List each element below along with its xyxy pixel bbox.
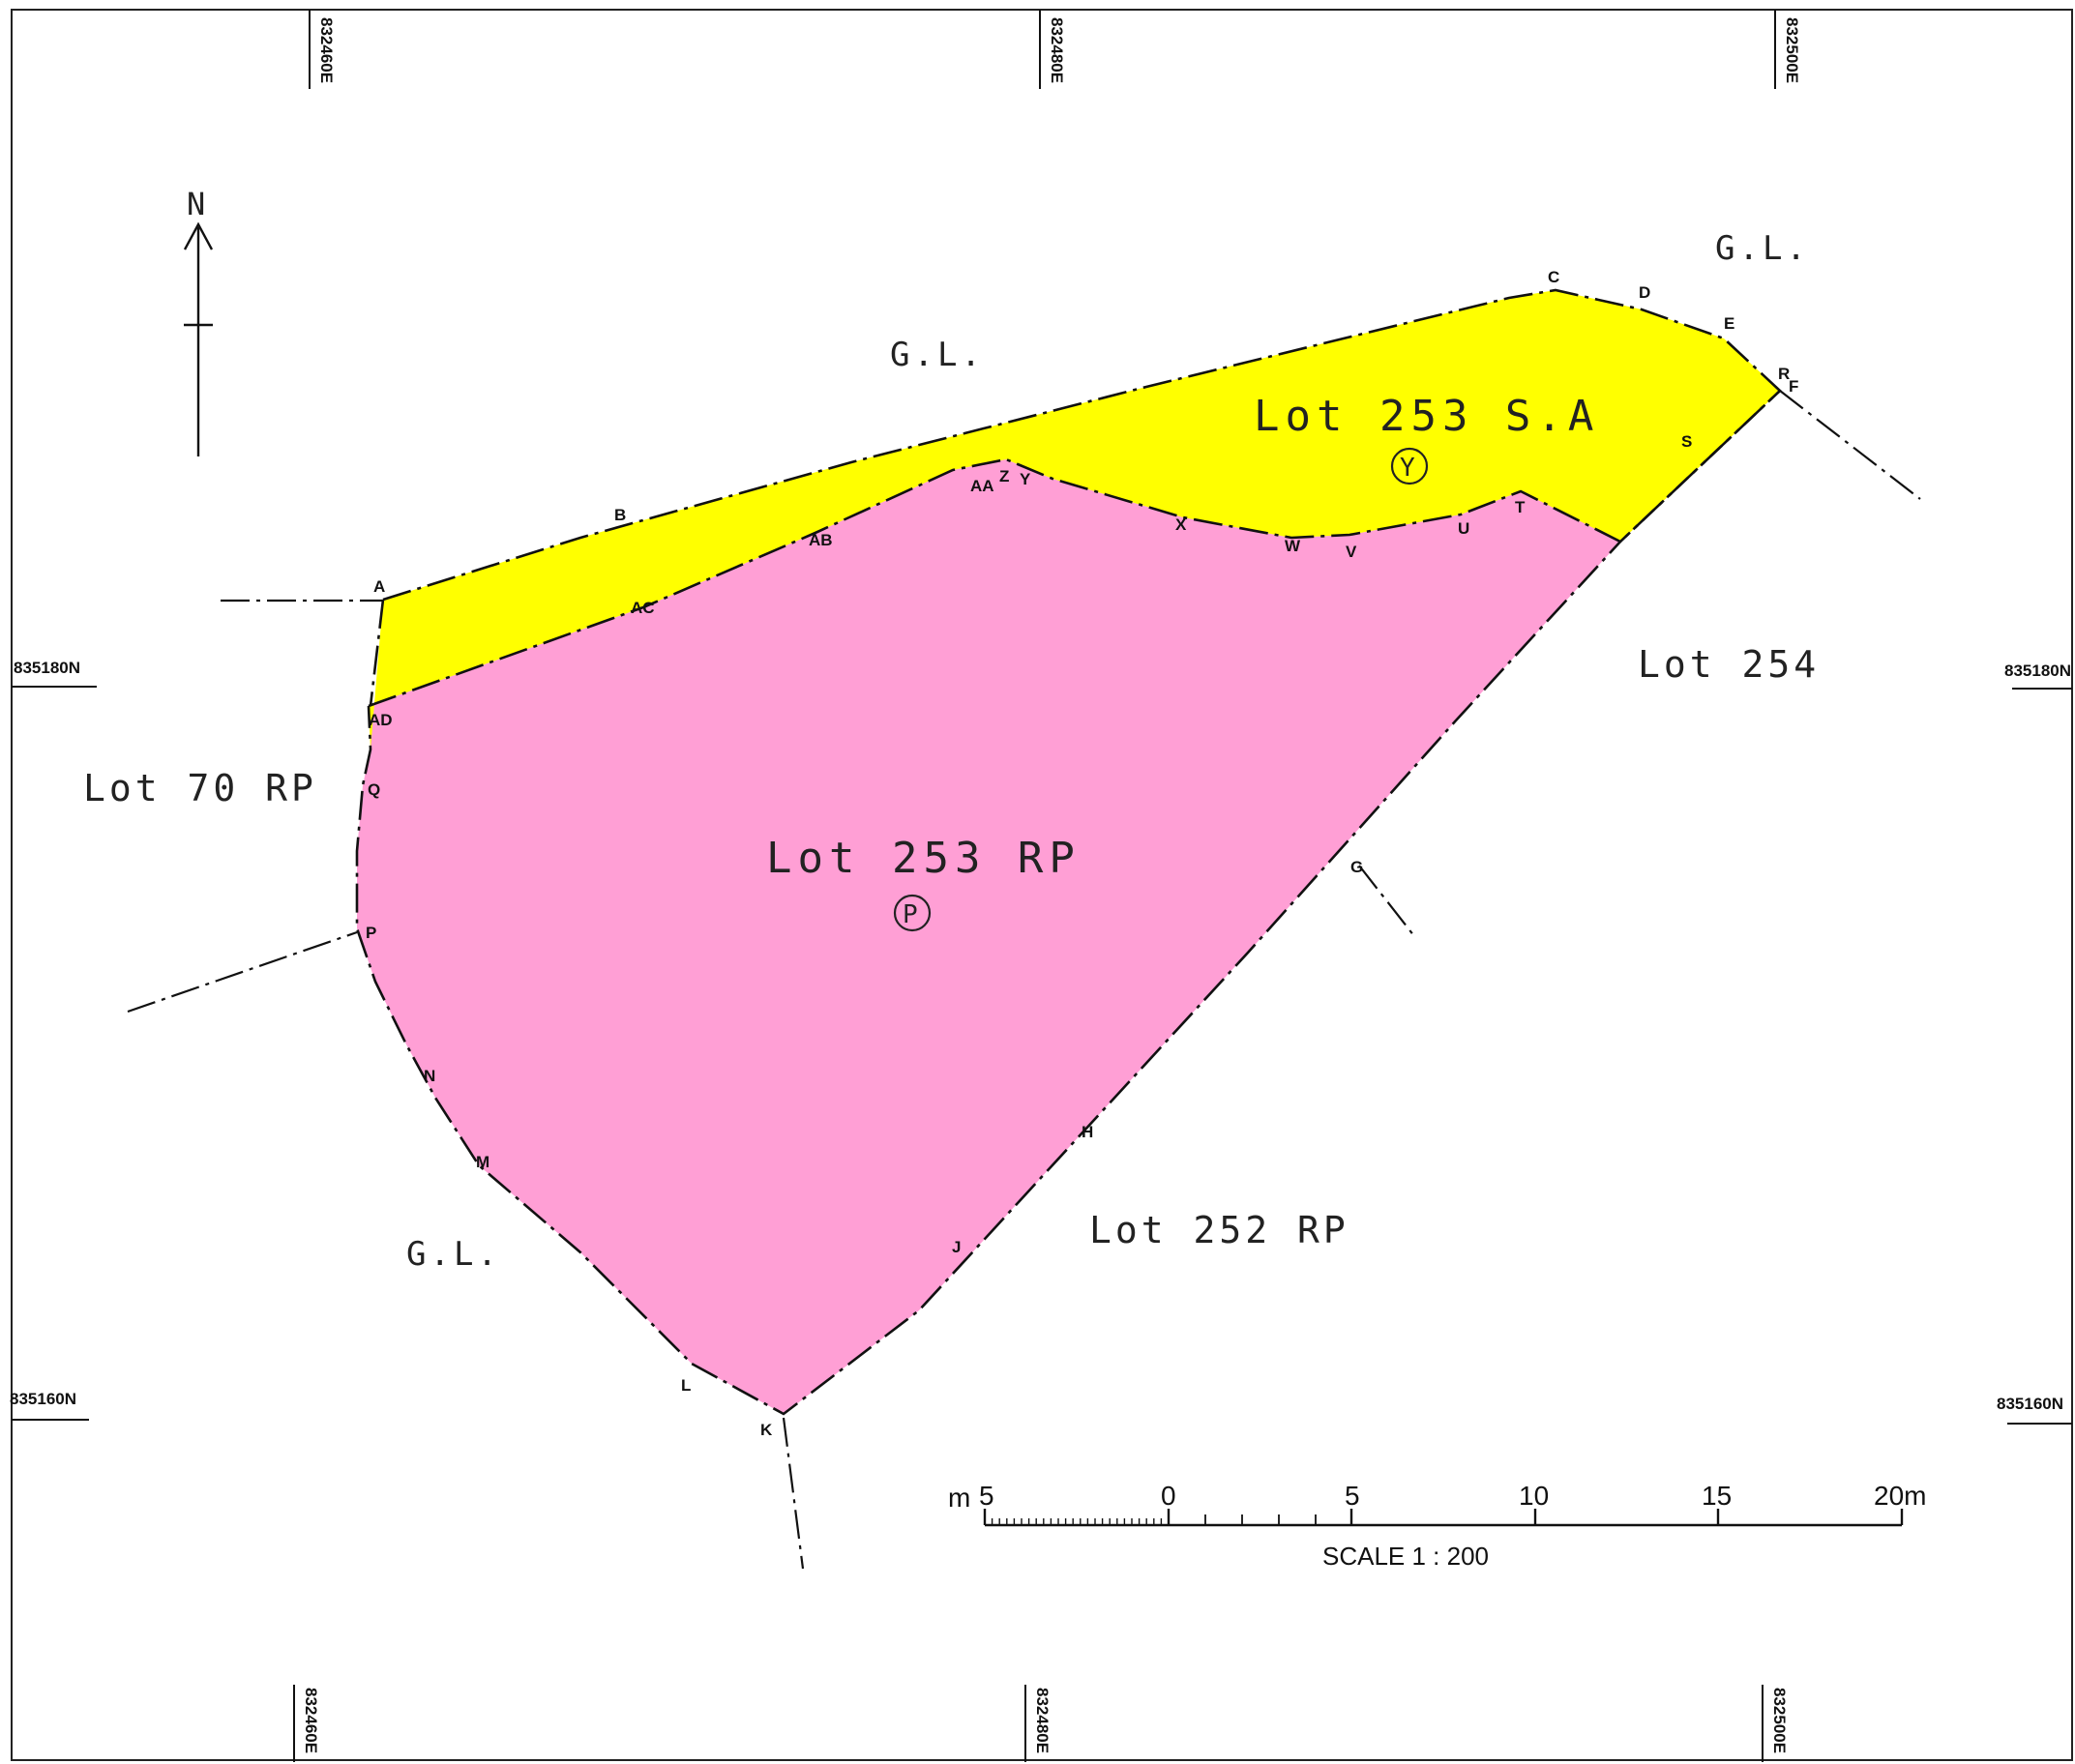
extension-line-p [127, 930, 358, 1014]
scale-bar-metre-ticks [1204, 1514, 1317, 1525]
grid-label-easting-2-top: 832480E [1048, 17, 1066, 83]
point-label-u: U [1458, 519, 1469, 538]
point-label-w: W [1285, 537, 1301, 555]
point-label-s: S [1681, 432, 1692, 451]
point-label-a: A [373, 577, 385, 596]
point-label-y: Y [1020, 470, 1031, 488]
lot-253-rp-area [357, 391, 1780, 1414]
boundary-section-a-inner [368, 390, 1781, 708]
boundary-outer [355, 288, 1782, 1416]
point-label-v: V [1346, 543, 1357, 561]
point-label-g: G [1350, 858, 1363, 876]
scale-tick-label-6: 20m [1874, 1481, 1926, 1511]
point-label-t: T [1515, 498, 1526, 516]
grid-label-easting-2-bottom: 832480E [1033, 1688, 1052, 1753]
grid-label-easting-3-bottom: 832500E [1770, 1688, 1789, 1753]
point-label-q: Q [368, 780, 380, 799]
point-label-l: L [681, 1376, 691, 1395]
point-label-c: C [1548, 268, 1559, 286]
grid-label-northing-2-left: 835160N [10, 1390, 76, 1408]
point-label-ab: AB [809, 531, 833, 549]
scale-bar-minor-ticks [991, 1518, 1163, 1525]
lot-253-sa-mark: Y [1400, 454, 1415, 483]
grid-label-northing-1-right: 835180N [2004, 662, 2071, 680]
grid-ticks-northing [12, 686, 2072, 1425]
lot-252-rp-label: Lot 252 RP [1089, 1209, 1349, 1251]
lot-254-label: Lot 254 [1638, 643, 1820, 686]
point-label-k: K [760, 1421, 773, 1439]
extension-line-k [782, 1417, 805, 1570]
point-label-n: N [424, 1067, 435, 1085]
scale-tick-label-1: 5 [979, 1481, 994, 1511]
point-label-ac: AC [631, 599, 655, 617]
scale-tick-label-2: 0 [1161, 1481, 1176, 1511]
grid-ticks-top [309, 10, 1776, 89]
lot-253-rp-mark: P [903, 900, 918, 929]
point-label-f: F [1789, 377, 1798, 396]
north-label: N [187, 186, 205, 222]
grid-label-easting-1-bottom: 832460E [302, 1688, 320, 1753]
gl-label-top: G.L. [890, 336, 985, 374]
grid-label-easting-1-top: 832460E [317, 17, 336, 83]
scale-tick-label-5: 15 [1702, 1481, 1732, 1511]
point-label-aa: AA [970, 477, 994, 495]
grid-ticks-bottom [293, 1685, 1764, 1762]
boundary-west-closing [369, 599, 385, 707]
point-label-z: Z [999, 467, 1009, 485]
map-frame [11, 9, 2073, 1761]
gl-label-bottom: G.L. [406, 1235, 501, 1274]
north-arrow [183, 221, 214, 456]
point-label-d: D [1639, 283, 1650, 302]
grid-label-northing-1-left: 835180N [14, 659, 80, 677]
lot-70-rp-label: Lot 70 RP [83, 767, 317, 809]
lot-253-sa-area [369, 290, 1780, 750]
boundary-point-labels: A B C D E R F S T U V W X Y Z AA AB AC A… [366, 268, 1798, 1439]
lot-253-rp-mark-circle [893, 894, 932, 932]
scale-caption: SCALE 1 : 200 [1322, 1542, 1489, 1571]
scale-bar [983, 1509, 1904, 1527]
point-label-h: H [1082, 1123, 1093, 1141]
point-label-x: X [1175, 515, 1187, 534]
point-label-r: R [1778, 365, 1790, 383]
point-label-e: E [1724, 314, 1734, 333]
extension-line-rf [1779, 390, 1921, 500]
lot-253-sa-mark-circle [1390, 447, 1429, 485]
scale-tick-label-4: 10 [1519, 1481, 1549, 1511]
point-label-b: B [614, 506, 626, 524]
point-label-ad: AD [369, 711, 393, 729]
point-label-j: J [952, 1238, 961, 1256]
point-label-p: P [366, 924, 376, 942]
grid-label-easting-3-top: 832500E [1783, 17, 1801, 83]
lot-253-sa-label: Lot 253 S.A [1254, 392, 1599, 441]
scale-tick-label-3: 5 [1345, 1481, 1360, 1511]
grid-label-northing-2-right: 835160N [1997, 1395, 2063, 1413]
extension-line-g [1358, 865, 1415, 937]
lot-253-rp-label: Lot 253 RP [766, 834, 1081, 883]
point-label-m: M [476, 1153, 489, 1171]
scale-unit-left: m [948, 1483, 970, 1513]
gl-label-top-right: G.L. [1715, 229, 1810, 268]
